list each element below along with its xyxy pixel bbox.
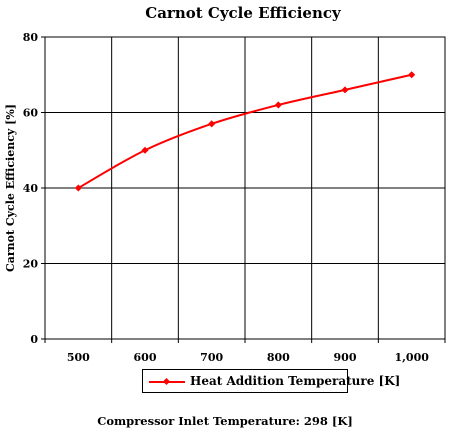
legend-label: Heat Addition Temperature [K] xyxy=(190,374,401,388)
x-tick-label: 1,000 xyxy=(394,351,429,364)
legend: Heat Addition Temperature [K] xyxy=(142,369,400,393)
data-point xyxy=(74,184,82,192)
x-tick-label: 600 xyxy=(134,351,157,364)
x-tick-label: 500 xyxy=(67,351,90,364)
y-axis-label: Carnot Cycle Efficiency [%] xyxy=(4,104,17,272)
compressor-inlet-caption: Compressor Inlet Temperature: 298 [K] xyxy=(97,414,353,428)
data-point xyxy=(208,120,216,128)
series-heat-addition-temperature xyxy=(74,71,416,192)
data-point xyxy=(274,101,282,109)
y-tick-label: 0 xyxy=(30,333,38,346)
y-tick-label: 60 xyxy=(23,107,39,120)
y-tick-label: 40 xyxy=(23,182,39,195)
chart: Carnot Cycle Efficiency Carnot Cycle Eff… xyxy=(4,4,446,364)
data-point xyxy=(341,86,349,94)
data-point xyxy=(141,146,149,154)
y-axis: 0 20 40 60 80 xyxy=(23,31,45,346)
x-tick-label: 800 xyxy=(267,351,290,364)
legend-marker-icon xyxy=(162,377,171,386)
series-line xyxy=(77,73,412,189)
chart-title: Carnot Cycle Efficiency xyxy=(145,4,342,22)
x-axis: 500 600 700 800 900 1,000 xyxy=(44,339,446,364)
x-tick-label: 700 xyxy=(200,351,223,364)
gridlines xyxy=(45,36,445,340)
y-tick-label: 20 xyxy=(23,258,39,271)
y-tick-label: 80 xyxy=(23,31,39,44)
x-tick-label: 900 xyxy=(334,351,357,364)
data-point xyxy=(408,71,416,79)
